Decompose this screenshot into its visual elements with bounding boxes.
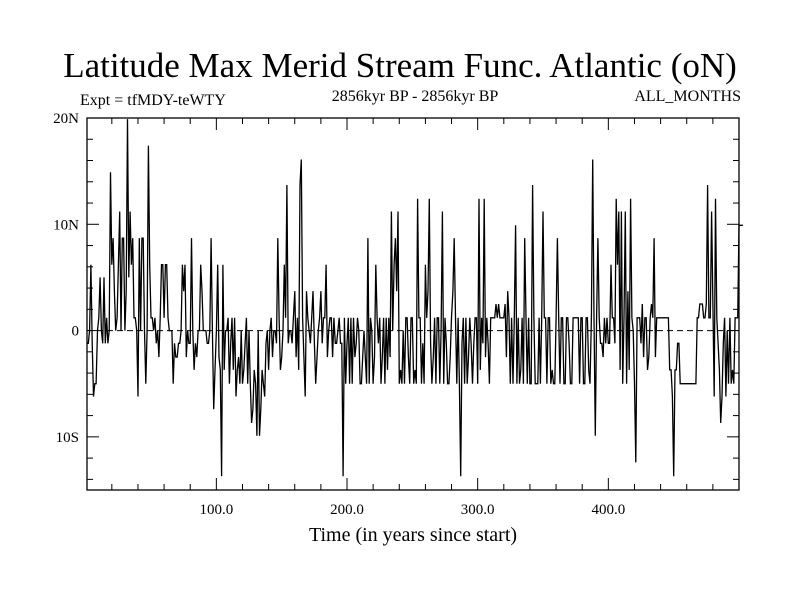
y-tick-label: 20N <box>53 111 79 127</box>
experiment-label: Expt = tfMDY-teWTY <box>80 92 226 109</box>
axis-tick-labels: 100.0 200.0 300.0 400.0 20N 10N 0 10S <box>53 111 625 518</box>
y-tick-label: 0 <box>72 324 80 340</box>
x-tick-label: 300.0 <box>461 502 495 518</box>
x-tick-label: 200.0 <box>330 502 364 518</box>
chart-title: Latitude Max Merid Stream Func. Atlantic… <box>63 46 737 85</box>
x-tick-label: 100.0 <box>199 502 233 518</box>
axis-ticks <box>87 118 739 490</box>
y-tick-label: 10N <box>53 217 79 233</box>
series-line-latitude <box>87 119 743 477</box>
x-tick-label: 400.0 <box>591 502 625 518</box>
y-tick-label: 10S <box>56 430 79 446</box>
x-axis-title: Time (in years since start) <box>309 524 517 546</box>
period-label: 2856kyr BP - 2856kyr BP <box>331 88 499 105</box>
plot-frame <box>86 117 740 491</box>
months-label: ALL_MONTHS <box>634 88 741 105</box>
